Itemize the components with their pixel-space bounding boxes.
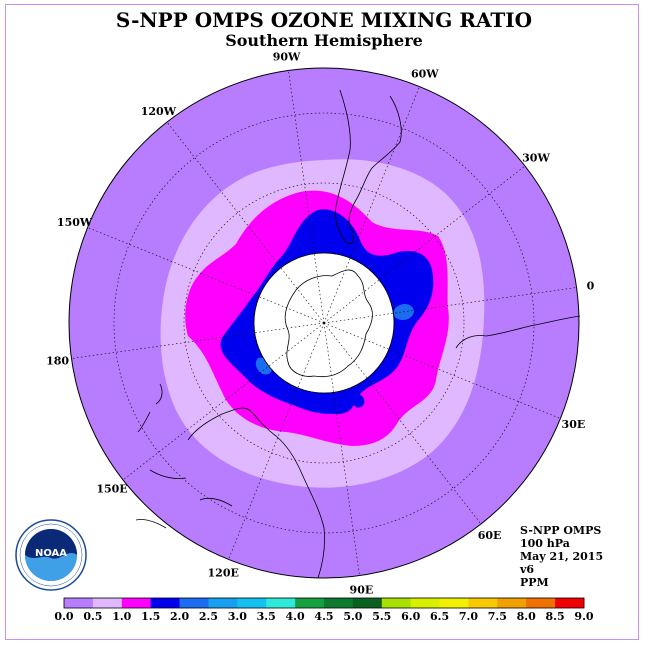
africa-coastline <box>455 315 581 349</box>
longitude-label: 120W <box>141 105 177 118</box>
colorbar-segment <box>352 598 383 608</box>
new-zealand-coastline <box>137 383 163 433</box>
colorbar-tick-label: 9.0 <box>574 610 593 623</box>
meridian-line <box>71 322 325 359</box>
colorbar-tick-label: 8.0 <box>517 610 536 623</box>
colorbar-segment <box>237 598 267 608</box>
colorbar-tick-label: 7.0 <box>459 610 478 623</box>
longitude-label: 60E <box>478 529 502 542</box>
colorbar-border <box>63 597 585 609</box>
colorbar-segment <box>468 598 498 608</box>
longitude-label: 30E <box>562 418 586 431</box>
colorbar-segment <box>439 598 469 608</box>
australia-coastline <box>187 407 325 579</box>
latitude-circle <box>183 182 465 464</box>
figure-frame <box>5 4 639 640</box>
graticule <box>71 70 577 576</box>
coastlines <box>135 89 581 579</box>
meridian-line <box>228 322 325 560</box>
antarctica-coastline <box>284 269 373 378</box>
colorbar-tick-label: 1.0 <box>112 610 131 623</box>
colorbar-tick-label: 6.0 <box>401 610 420 623</box>
info-units: PPM <box>520 576 549 589</box>
latitude-circle <box>113 112 535 534</box>
colorbar-segment <box>121 598 151 608</box>
info-block: S-NPP OMPS 100 hPa May 21, 2015 v6 PPM <box>520 524 603 589</box>
longitude-label: 60W <box>411 68 439 81</box>
contour-band-1.5-patch <box>351 393 365 408</box>
meridian-line <box>323 322 561 419</box>
colorbar-tick-label: 8.5 <box>546 610 565 623</box>
colorbar-segment <box>295 598 325 608</box>
longitude-label: 90W <box>273 51 301 64</box>
colorbar-tick-label: 2.0 <box>170 610 189 623</box>
colorbar-tick-label: 4.0 <box>286 610 305 623</box>
info-instrument: S-NPP OMPS <box>520 524 602 537</box>
colorbar-tick-label: 0.0 <box>54 610 73 623</box>
colorbar-segment <box>179 598 209 608</box>
colorbar-tick-label: 3.5 <box>257 610 276 623</box>
south-america-coastline <box>335 89 402 245</box>
colorbar-tick-label: 4.5 <box>314 610 333 623</box>
info-version: v6 <box>520 563 535 576</box>
colorbar-tick-label: 7.5 <box>488 610 507 623</box>
colorbar-tick-label: 5.0 <box>343 610 362 623</box>
colorbar-tick-label: 2.5 <box>199 610 218 623</box>
longitude-label: 180 <box>46 354 69 367</box>
latitude-circle <box>253 252 395 394</box>
chart-title: S-NPP OMPS OZONE MIXING RATIO <box>115 8 533 32</box>
longitude-label: 0 <box>587 280 595 293</box>
colorbar-tick-label: 1.5 <box>141 610 160 623</box>
colorbar-segment <box>92 598 123 608</box>
longitude-label: 150E <box>96 483 127 496</box>
noaa-logo-text: NOAA <box>35 548 67 559</box>
meridian-line <box>323 322 360 576</box>
meridian-line <box>323 86 420 324</box>
colorbar-segment <box>64 598 94 608</box>
meridian-line <box>122 322 325 481</box>
colorbar-tick-label: 0.5 <box>83 610 102 623</box>
colorbar-segment <box>526 598 556 608</box>
map-boundary <box>68 67 580 579</box>
noaa-logo: NOAA <box>14 518 88 592</box>
colorbar-segment <box>324 598 354 608</box>
colorbar-segment <box>266 598 296 608</box>
colorbar-segment <box>150 598 180 608</box>
meridian-line <box>323 322 482 525</box>
longitude-labels: 90W 60W 30W 0 30E 60E 90E 120E 150E 180 150W 120W <box>46 51 594 597</box>
meridian-line <box>288 70 325 324</box>
colorbar-tick-label: 5.5 <box>372 610 391 623</box>
colorbar-segment <box>208 598 238 608</box>
meridian-line <box>87 227 325 324</box>
colorbar-segment <box>497 598 527 608</box>
colorbar-segment <box>410 598 440 608</box>
meridian-line <box>166 121 325 324</box>
longitude-label: 90E <box>350 583 374 596</box>
colorbar-tick-label: 3.0 <box>228 610 247 623</box>
longitude-label: 150W <box>57 216 93 229</box>
colorbar-tick-label: 6.5 <box>430 610 449 623</box>
longitude-label: 30W <box>522 151 550 164</box>
meridian-line <box>323 165 526 324</box>
meridian-line <box>323 287 577 324</box>
info-level: 100 hPa <box>520 537 570 550</box>
colorbar-segment <box>555 598 585 608</box>
info-date: May 21, 2015 <box>520 550 604 563</box>
colorbar: 0.0 0.5 1.0 1.5 2.0 2.5 3.0 3.5 4.0 4.5 5.0 5.5 6.0 6… <box>54 597 594 623</box>
chart-subtitle: Southern Hemisphere <box>225 31 423 50</box>
longitude-label: 120E <box>208 566 239 579</box>
colorbar-segment <box>381 598 411 608</box>
